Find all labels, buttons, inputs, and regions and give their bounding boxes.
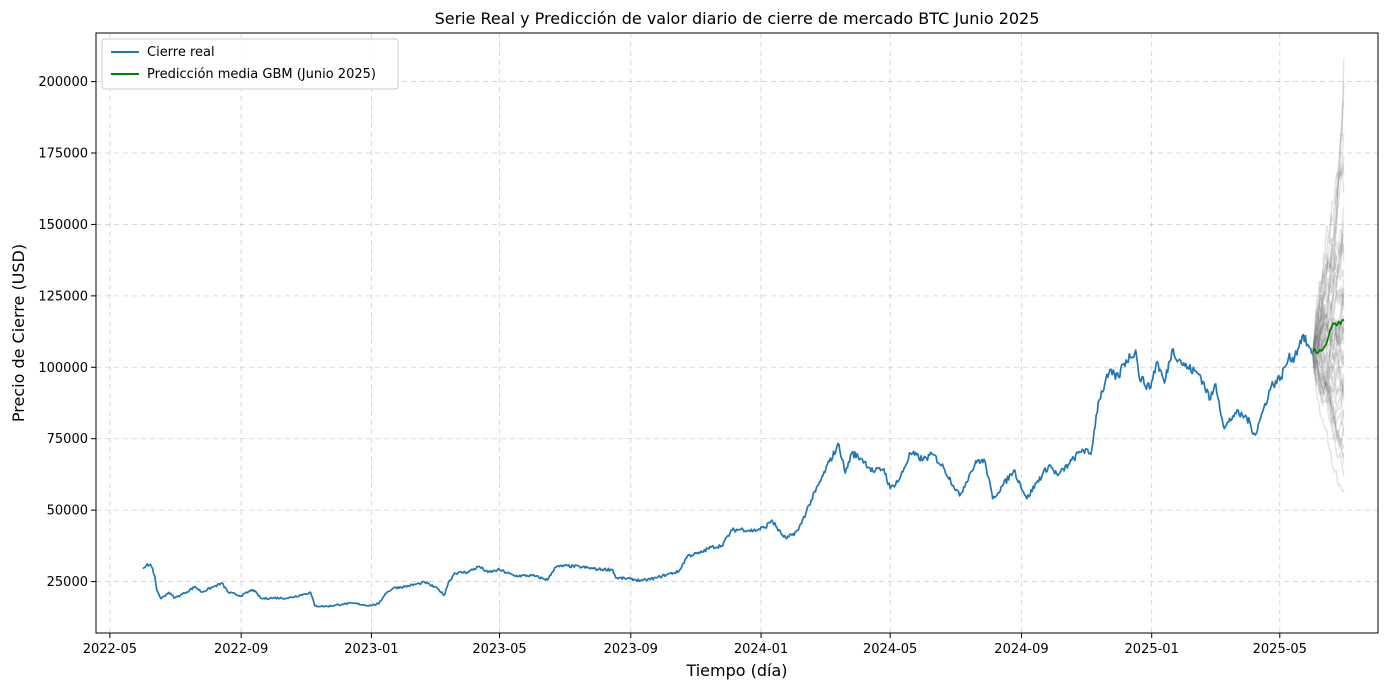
y-tick-label: 150000 [38,218,88,233]
x-tick-label: 2022-09 [214,642,268,657]
y-tick-label: 75000 [47,432,88,447]
simulation-path [1312,354,1345,393]
legend-label-prediccion: Predicción media GBM (Junio 2025) [147,67,376,82]
y-axis-ticks: 25000 50000 75000 100000 125000 150000 175000 2… [38,75,96,590]
simulation-path [1312,347,1345,477]
simulation-path [1312,303,1345,359]
series-line-prediccion [1312,318,1345,355]
simulation-path [1312,232,1345,355]
simulation-path [1312,271,1345,355]
simulation-path [1312,354,1345,458]
chart-title: Serie Real y Predicción de valor diario … [435,9,1040,28]
series-lines [142,318,1345,608]
simulation-path [1312,278,1345,379]
y-tick-label: 200000 [38,75,88,90]
x-axis-label: Tiempo (día) [685,661,787,680]
series-line-cierre-real [142,333,1313,608]
simulation-path [1312,207,1345,355]
grid-lines [96,33,1378,633]
x-tick-label: 2023-09 [604,642,658,657]
plot-frame [95,32,1379,634]
simulation-path [1312,333,1345,397]
simulation-path [1312,237,1345,358]
simulation-path [1312,354,1345,494]
y-tick-label: 100000 [38,361,88,376]
simulation-path [1312,346,1345,446]
x-axis-ticks: 2022-05 2022-09 2023-01 2023-05 2023-09 2024-… [83,633,1307,657]
x-tick-label: 2025-05 [1253,642,1307,657]
legend-label-cierre-real: Cierre real [147,45,215,60]
x-tick-label: 2024-05 [863,642,917,657]
y-axis-label: Precio de Cierre (USD) [9,244,28,422]
simulation-path [1312,81,1345,355]
simulation-path [1312,170,1345,355]
simulation-path [1312,247,1345,355]
simulation-path [1312,349,1345,402]
simulation-paths [1312,58,1345,494]
simulation-path [1312,354,1345,465]
x-tick-label: 2023-05 [472,642,526,657]
x-tick-label: 2025-01 [1125,642,1179,657]
simulation-path [1312,354,1345,406]
simulation-path [1312,334,1345,439]
simulation-path [1312,354,1345,450]
simulation-path [1312,333,1345,436]
simulation-path [1312,321,1345,356]
simulation-path [1312,330,1345,399]
legend: Cierre real Predicción media GBM (Junio … [101,38,399,90]
simulation-path [1312,288,1345,369]
simulation-path [1312,298,1345,355]
simulation-path [1312,325,1345,374]
simulation-path [1312,155,1345,355]
simulation-path [1312,292,1345,392]
simulation-path [1312,268,1345,355]
simulation-path [1312,287,1345,366]
simulation-path [1312,354,1345,400]
simulation-path [1312,320,1345,374]
y-tick-label: 25000 [47,575,88,590]
simulation-path [1312,326,1345,419]
y-tick-label: 175000 [38,147,88,162]
simulation-path [1312,58,1345,355]
simulation-path [1312,221,1345,359]
x-tick-label: 2024-09 [994,642,1048,657]
x-tick-label: 2022-05 [83,642,137,657]
simulation-path [1312,100,1345,363]
legend-box [101,38,399,90]
simulation-path [1312,228,1345,371]
simulation-path [1312,132,1345,355]
x-tick-label: 2023-01 [344,642,398,657]
simulation-path [1312,272,1344,355]
y-tick-label: 50000 [47,504,88,519]
simulation-path [1312,349,1345,427]
simulation-path [1312,333,1345,404]
y-tick-label: 125000 [38,289,88,304]
simulation-path [1312,313,1345,362]
simulation-path [1312,163,1345,355]
x-tick-label: 2024-01 [734,642,788,657]
